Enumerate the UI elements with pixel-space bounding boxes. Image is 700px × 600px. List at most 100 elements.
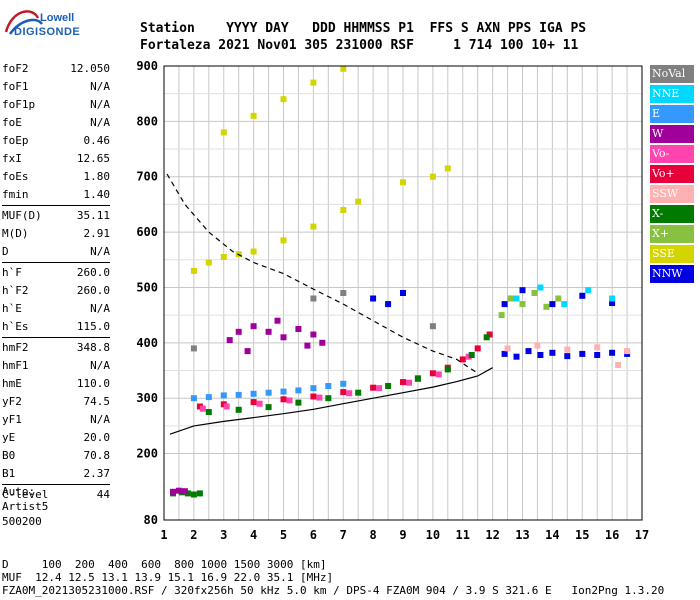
param-value: 260.0	[76, 284, 110, 297]
trace-point	[400, 379, 406, 386]
param-key: h`Es	[2, 320, 29, 333]
param-value: 1.40	[83, 188, 111, 201]
param-value: N/A	[90, 413, 110, 426]
x-tick-label: 6	[310, 528, 317, 542]
trace-point	[205, 394, 212, 401]
x-tick-label: 5	[280, 528, 287, 542]
trace-point	[280, 96, 287, 103]
param-value: 35.11	[76, 209, 110, 222]
param-key: D	[2, 245, 9, 258]
param-row: foF1p N/A	[2, 96, 110, 114]
param-key: foEs	[2, 170, 29, 183]
polarization-legend: NoVal NNE E W Vo- Vo+ SSW X- X+ SSE NNW	[650, 65, 694, 285]
chart-lines	[166, 173, 493, 435]
trace-e	[190, 380, 347, 402]
y-tick-label: 80	[144, 513, 158, 527]
param-value: 70.8	[83, 449, 111, 462]
trace-point	[519, 301, 526, 308]
y-tick-label: 600	[136, 225, 158, 239]
param-row: C-level 44	[2, 486, 110, 504]
param-row: h`Es 115.0	[2, 318, 110, 336]
param-key: yF2	[2, 395, 22, 408]
trace-x-	[205, 334, 490, 415]
legend-item: NoVal	[650, 65, 694, 83]
trace-point	[564, 353, 571, 360]
auto-label: Auto:	[2, 485, 36, 498]
x-tick-label: 4	[250, 528, 257, 542]
trace-point	[190, 395, 197, 402]
x-tick-label: 10	[426, 528, 440, 542]
param-value: 0.46	[83, 134, 111, 147]
trace-point	[501, 301, 508, 308]
trace-point	[265, 404, 272, 411]
param-key: hmF2	[2, 341, 29, 354]
trace-noval	[190, 290, 436, 352]
trace-point	[370, 295, 377, 302]
param-row: M(D) 2.91	[2, 225, 110, 243]
param-key: fmin	[2, 188, 29, 201]
station-header: Station YYYY DAY DDD HHMMSS P1 FFS S AXN…	[140, 20, 586, 54]
trace-ssw	[504, 342, 631, 368]
param-key: B1	[2, 467, 16, 480]
trace-point	[170, 488, 176, 495]
plot-frame	[163, 65, 643, 521]
trace-point	[181, 488, 188, 495]
param-row: yE 20.0	[2, 429, 110, 447]
trace-point	[355, 389, 362, 396]
x-axis-ticks: 1 2 3 4 5 6 7 8 9 10 11 12 13 14 15 16 17	[160, 528, 649, 542]
trace-point	[474, 345, 481, 352]
param-row: hmF2 348.8	[2, 339, 110, 357]
footer-file-row: FZA0M_2021305231000.RSF / 320fx256h 50 k…	[2, 584, 665, 597]
trace-point	[244, 348, 251, 355]
param-separator	[2, 484, 110, 485]
trace-point	[250, 112, 257, 119]
trace-point	[519, 287, 526, 294]
param-row: foF1 N/A	[2, 78, 110, 96]
trace-point	[513, 353, 520, 360]
x-tick-label: 17	[635, 528, 649, 542]
x-tick-label: 2	[190, 528, 197, 542]
trace-point	[340, 380, 347, 387]
param-row: foE N/A	[2, 114, 110, 132]
true-height-profile-curve	[169, 367, 493, 435]
trace-point	[537, 352, 544, 358]
trace-point	[196, 490, 203, 497]
trace-point	[507, 295, 514, 302]
param-row: foF2 12.050	[2, 60, 110, 78]
trace-point	[286, 397, 293, 404]
trace-point	[400, 179, 406, 186]
trace-point	[370, 384, 377, 391]
trace-point	[534, 342, 541, 349]
param-row: yF2 74.5	[2, 393, 110, 411]
trace-point	[250, 399, 257, 406]
trace-x+	[498, 290, 562, 319]
y-tick-label: 800	[136, 114, 158, 128]
legend-item: Vo-	[650, 145, 694, 163]
footer-distance-row: D 100 200 400 600 800 1000 1500 3000 [km…	[2, 558, 327, 571]
trace-point	[310, 331, 317, 338]
param-separator	[2, 262, 110, 263]
trace-point	[250, 390, 257, 397]
trace-es-w	[170, 487, 188, 495]
legend-item: X+	[650, 225, 694, 243]
trace-point	[256, 400, 263, 407]
trace-point	[609, 300, 616, 306]
trace-point	[483, 334, 490, 341]
param-row: fxI 12.65	[2, 150, 110, 168]
param-value: N/A	[90, 98, 110, 111]
param-row: h`E N/A	[2, 300, 110, 318]
trace-point	[498, 312, 505, 319]
param-key: hmE	[2, 377, 22, 390]
footer-info: D 100 200 400 600 800 1000 1500 3000 [km…	[2, 558, 664, 597]
trace-point	[543, 303, 550, 310]
param-key: h`E	[2, 302, 22, 315]
param-separator	[2, 205, 110, 206]
trace-point	[429, 370, 436, 377]
param-key: yF1	[2, 413, 22, 426]
param-separator	[2, 337, 110, 338]
param-key: MUF(D)	[2, 209, 42, 222]
trace-point	[175, 487, 182, 494]
x-tick-label: 16	[605, 528, 619, 542]
trace-point	[501, 350, 508, 357]
param-key: h`F2	[2, 284, 29, 297]
